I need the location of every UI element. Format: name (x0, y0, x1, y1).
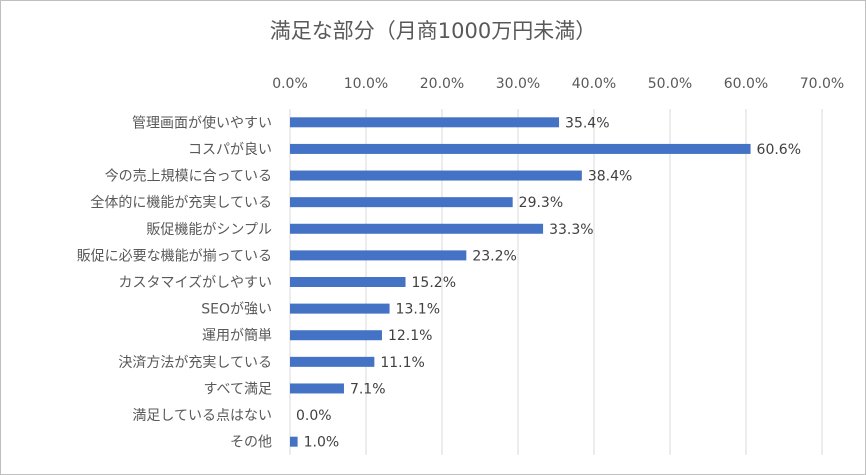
data-label: 0.0% (296, 408, 332, 424)
x-tick-label: 40.0% (572, 76, 616, 92)
data-label: 13.1% (396, 302, 440, 318)
category-label: 販促機能がシンプル (146, 222, 272, 238)
category-label: その他 (230, 435, 272, 451)
category-label: 今の売上規模に合っている (105, 169, 272, 185)
x-tick-label: 50.0% (648, 76, 692, 92)
category-label: 販促に必要な機能が揃っている (77, 248, 272, 264)
bar (290, 356, 375, 367)
bar (290, 436, 298, 447)
category-label: コスパが良い (188, 142, 272, 158)
data-label: 11.1% (380, 355, 424, 371)
data-label: 23.2% (472, 248, 516, 264)
x-tick-label: 20.0% (420, 76, 464, 92)
data-label: 60.6% (757, 142, 801, 158)
x-tick-label: 0.0% (272, 76, 308, 92)
data-label: 12.1% (388, 328, 432, 344)
bar (290, 117, 560, 128)
bar (290, 383, 344, 394)
x-tick-label: 70.0% (800, 76, 844, 92)
chart-title: 満足な部分（月商1000万円未満） (269, 19, 597, 43)
bar (290, 277, 406, 287)
bar (290, 197, 513, 208)
bar (290, 250, 467, 261)
x-tick-label: 10.0% (344, 76, 388, 92)
data-label: 15.2% (412, 275, 456, 291)
x-tick-label: 60.0% (724, 76, 768, 92)
category-label: 決済方法が充実している (118, 355, 272, 371)
bar (290, 330, 382, 341)
data-label: 29.3% (519, 195, 563, 211)
data-label: 1.0% (304, 435, 340, 451)
category-label: 管理画面が使いやすい (132, 114, 272, 131)
bar (290, 170, 582, 181)
category-label: すべて満足 (204, 381, 272, 397)
data-label: 33.3% (549, 222, 593, 238)
category-label: 満足している点はない (132, 408, 272, 424)
x-tick-label: 30.0% (496, 76, 540, 92)
bar (290, 223, 544, 234)
data-label: 35.4% (565, 115, 609, 131)
category-label: SEOが強い (201, 302, 272, 318)
bar (290, 143, 751, 154)
category-label: 全体的に機能が充実している (90, 194, 272, 211)
data-label: 7.1% (350, 381, 386, 397)
category-label: カスタマイズがしやすい (119, 275, 272, 291)
data-label: 38.4% (588, 169, 632, 185)
category-label: 運用が簡単 (202, 328, 272, 344)
bar (290, 303, 390, 314)
